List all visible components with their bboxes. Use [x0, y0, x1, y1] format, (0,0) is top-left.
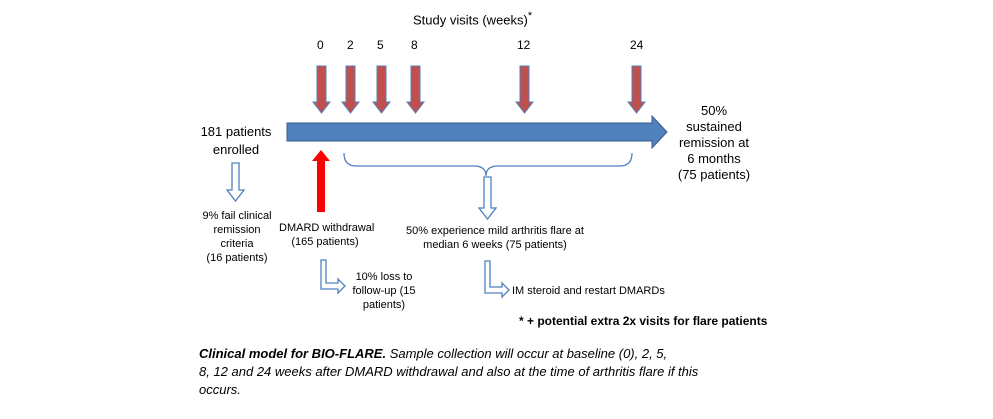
remission-text: 50% sustained remission at 6 months (75 … — [677, 103, 751, 182]
figure-caption: Clinical model for BIO-FLARE. Sample col… — [199, 346, 699, 397]
caption-title: Clinical model for BIO-FLARE. — [199, 346, 387, 361]
loss-arrow — [320, 259, 346, 295]
footnote: * + potential extra 2x visits for flare … — [519, 314, 768, 328]
visit-arrows — [311, 65, 647, 114]
visit-arrow-week-2 — [340, 65, 361, 114]
week-label-0: 0 — [317, 38, 324, 52]
visit-arrow-week-0 — [311, 65, 332, 114]
flare-text: 50% experience mild arthritis flare at m… — [406, 225, 584, 251]
week-label-8: 8 — [411, 38, 418, 52]
diagram-title: Study visits (weeks)* — [413, 10, 533, 28]
timeline-arrow — [286, 114, 668, 150]
fail-arrow — [225, 162, 246, 203]
flare-bracket — [343, 152, 633, 177]
fail-text: 9% fail clinical remission criteria (16 … — [202, 210, 272, 264]
steroid-text: IM steroid and restart DMARDs — [512, 285, 665, 297]
steroid-arrow — [484, 260, 510, 299]
flare-arrow — [477, 176, 498, 221]
withdrawal-arrow — [312, 150, 330, 212]
week-label-12: 12 — [517, 38, 531, 52]
week-label-5: 5 — [377, 38, 384, 52]
loss-text: 10% loss to follow-up (15 patients) — [352, 271, 416, 311]
withdrawal-text: DMARD withdrawal (165 patients) — [279, 222, 375, 248]
visit-arrow-week-12 — [514, 65, 535, 114]
week-label-24: 24 — [630, 38, 644, 52]
visit-arrow-week-24 — [626, 65, 647, 114]
visit-arrow-week-5 — [371, 65, 392, 114]
enrolled-text: 181 patients enrolled — [200, 124, 272, 157]
week-label-2: 2 — [347, 38, 354, 52]
visit-arrow-week-8 — [405, 65, 426, 114]
